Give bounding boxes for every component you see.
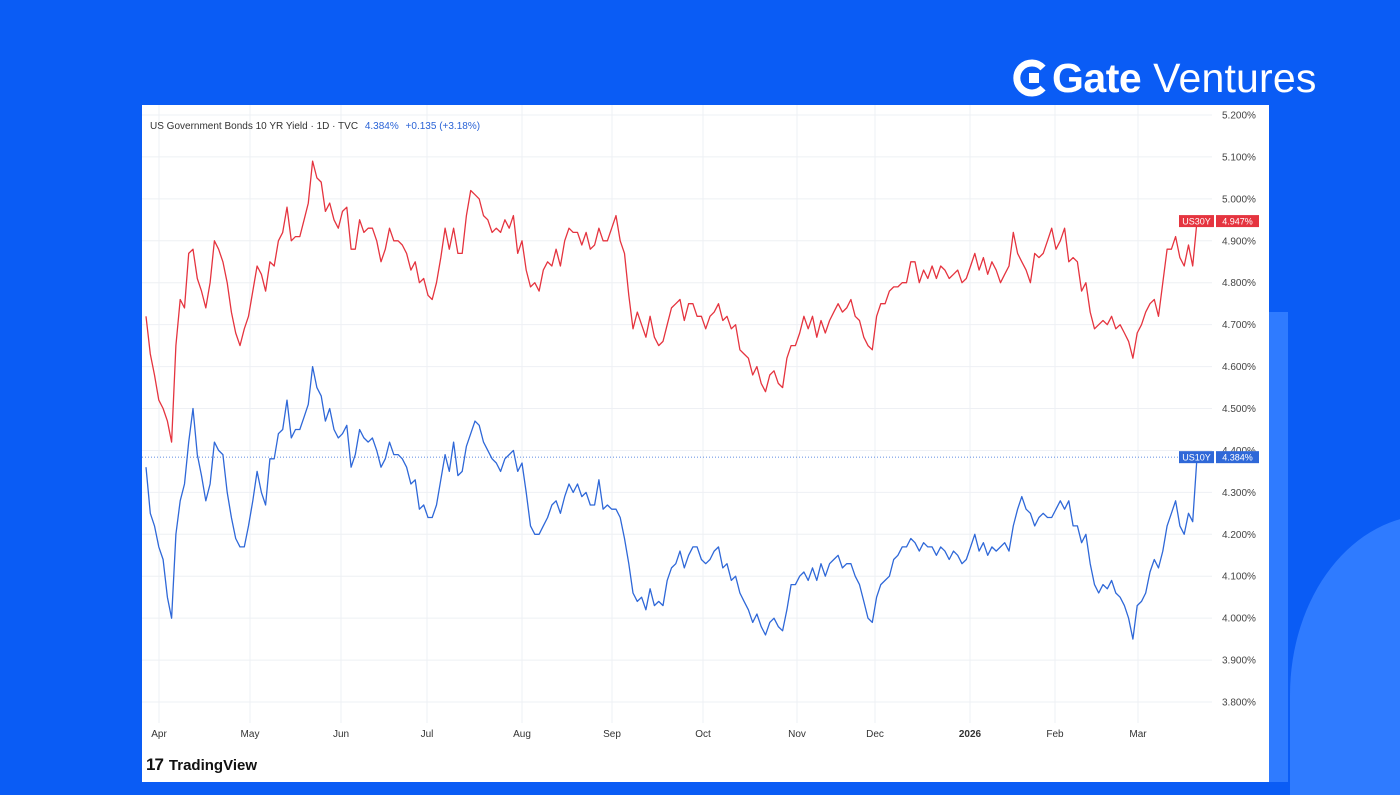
y-tick-label: 4.900% bbox=[1222, 236, 1256, 247]
series-value-label: 4.947% bbox=[1222, 217, 1253, 227]
x-tick-label: Mar bbox=[1129, 729, 1147, 740]
x-tick-label: Jun bbox=[333, 729, 349, 740]
series-line-us30y bbox=[145, 160, 1198, 443]
series-name-tag bbox=[1179, 215, 1214, 228]
y-tick-label: 4.700% bbox=[1222, 320, 1256, 331]
y-tick-label: 4.200% bbox=[1222, 530, 1256, 541]
y-tick-label: 5.200% bbox=[1222, 111, 1256, 122]
series-name-tag bbox=[1179, 451, 1214, 464]
y-tick-label: 4.800% bbox=[1222, 278, 1256, 289]
series-value-tag bbox=[1216, 215, 1259, 228]
series-value-label: 4.384% bbox=[1222, 453, 1253, 463]
y-tick-label: 5.000% bbox=[1222, 194, 1256, 205]
series-name-label: US30Y bbox=[1182, 217, 1211, 227]
tradingview-logo[interactable]: 17 TradingView bbox=[146, 755, 257, 775]
legend-change: +0.135 (+3.18%) bbox=[405, 121, 481, 132]
y-tick-label: 4.500% bbox=[1222, 404, 1256, 415]
x-tick-label: Sep bbox=[603, 729, 621, 740]
brand-logo: Gate Ventures bbox=[1010, 55, 1317, 101]
y-tick-label: 4.000% bbox=[1222, 614, 1256, 625]
legend-last-value: 4.384% bbox=[364, 121, 399, 132]
gate-logo-icon bbox=[1013, 59, 1046, 97]
y-tick-label: 5.100% bbox=[1222, 152, 1256, 163]
tradingview-logo-text: TradingView bbox=[168, 756, 258, 774]
y-tick-label: 3.800% bbox=[1222, 698, 1256, 709]
yield-chart: 5.200% 5.100% 5.000% 4.900% 4.800% 4.700% 4.60… bbox=[142, 105, 1259, 740]
x-tick-label: May bbox=[241, 729, 260, 740]
y-tick-label: 4.600% bbox=[1222, 362, 1256, 373]
chart-legend: US Government Bonds 10 YR Yield · 1D · T… bbox=[150, 121, 480, 132]
tradingview-logo-icon: 17 bbox=[146, 755, 164, 774]
series-name-label: US10Y bbox=[1182, 453, 1211, 463]
chart-panel: 5.200% 5.100% 5.000% 4.900% 4.800% 4.700% 4.60… bbox=[142, 105, 1269, 782]
y-tick-label: 4.100% bbox=[1222, 572, 1256, 583]
y-tick-label: 4.300% bbox=[1222, 488, 1256, 499]
x-tick-label: Dec bbox=[866, 729, 884, 740]
series-value-tag bbox=[1216, 451, 1259, 464]
x-tick-label: Apr bbox=[151, 729, 167, 740]
x-tick-label: 2026 bbox=[959, 729, 982, 740]
background-decoration bbox=[1290, 515, 1400, 795]
x-tick-label: Jul bbox=[421, 729, 434, 740]
x-tick-label: Oct bbox=[695, 729, 711, 740]
brand-name: Gate bbox=[1052, 54, 1142, 101]
x-tick-label: Aug bbox=[513, 729, 531, 740]
brand-subtitle: Ventures bbox=[1153, 54, 1317, 101]
y-tick-label: 3.900% bbox=[1222, 656, 1256, 667]
x-tick-label: Feb bbox=[1046, 729, 1064, 740]
series-line-us10y bbox=[145, 365, 1198, 640]
x-tick-label: Nov bbox=[788, 729, 806, 740]
chart-title: US Government Bonds 10 YR Yield · 1D · T… bbox=[150, 121, 359, 132]
